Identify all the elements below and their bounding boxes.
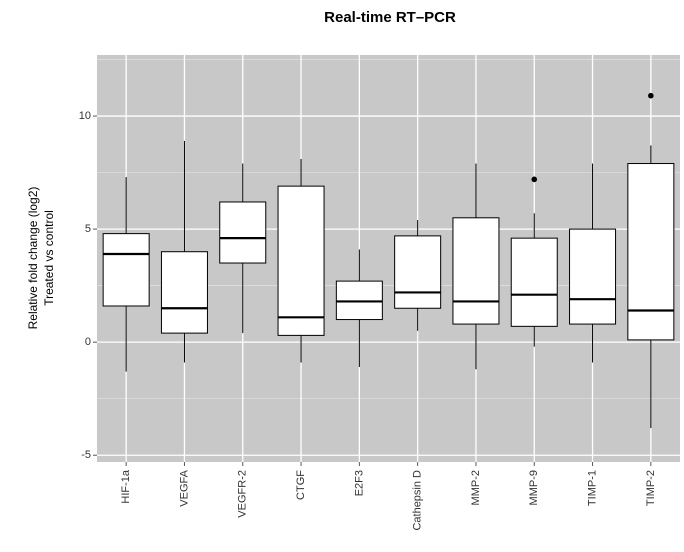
y-tick-label: 10 xyxy=(79,110,91,122)
box xyxy=(510,237,558,327)
box xyxy=(452,217,500,325)
x-tick-label: HIF-1a xyxy=(120,469,132,504)
chart-title: Real-time RT–PCR xyxy=(324,9,456,26)
y-tick-label: 5 xyxy=(85,223,91,235)
y-tick-label: 0 xyxy=(85,336,91,348)
box xyxy=(219,201,267,264)
x-tick-label: MMP-9 xyxy=(528,470,540,505)
box xyxy=(160,251,208,334)
x-tick-label: TIMP-2 xyxy=(645,470,657,506)
x-tick-label: VEGFA xyxy=(178,469,190,506)
box xyxy=(569,228,617,325)
box xyxy=(335,280,383,321)
box xyxy=(627,163,675,341)
x-tick-label: TIMP-1 xyxy=(586,470,598,506)
outlier xyxy=(531,176,538,183)
box xyxy=(277,185,325,336)
y-axis-label: Treated vs control xyxy=(42,210,56,306)
x-tick-label: CTGF xyxy=(295,470,307,500)
x-tick-label: E2F3 xyxy=(353,470,365,496)
outlier xyxy=(648,92,654,99)
x-tick-label: Cathepsin D xyxy=(412,470,424,531)
x-tick-label: MMP-2 xyxy=(470,470,482,505)
x-tick-label: VEGFR-2 xyxy=(237,470,249,518)
box xyxy=(102,233,150,307)
y-axis-label: Relative fold change (log2) xyxy=(26,187,40,330)
box xyxy=(394,235,442,309)
y-tick-label: -5 xyxy=(81,449,91,461)
